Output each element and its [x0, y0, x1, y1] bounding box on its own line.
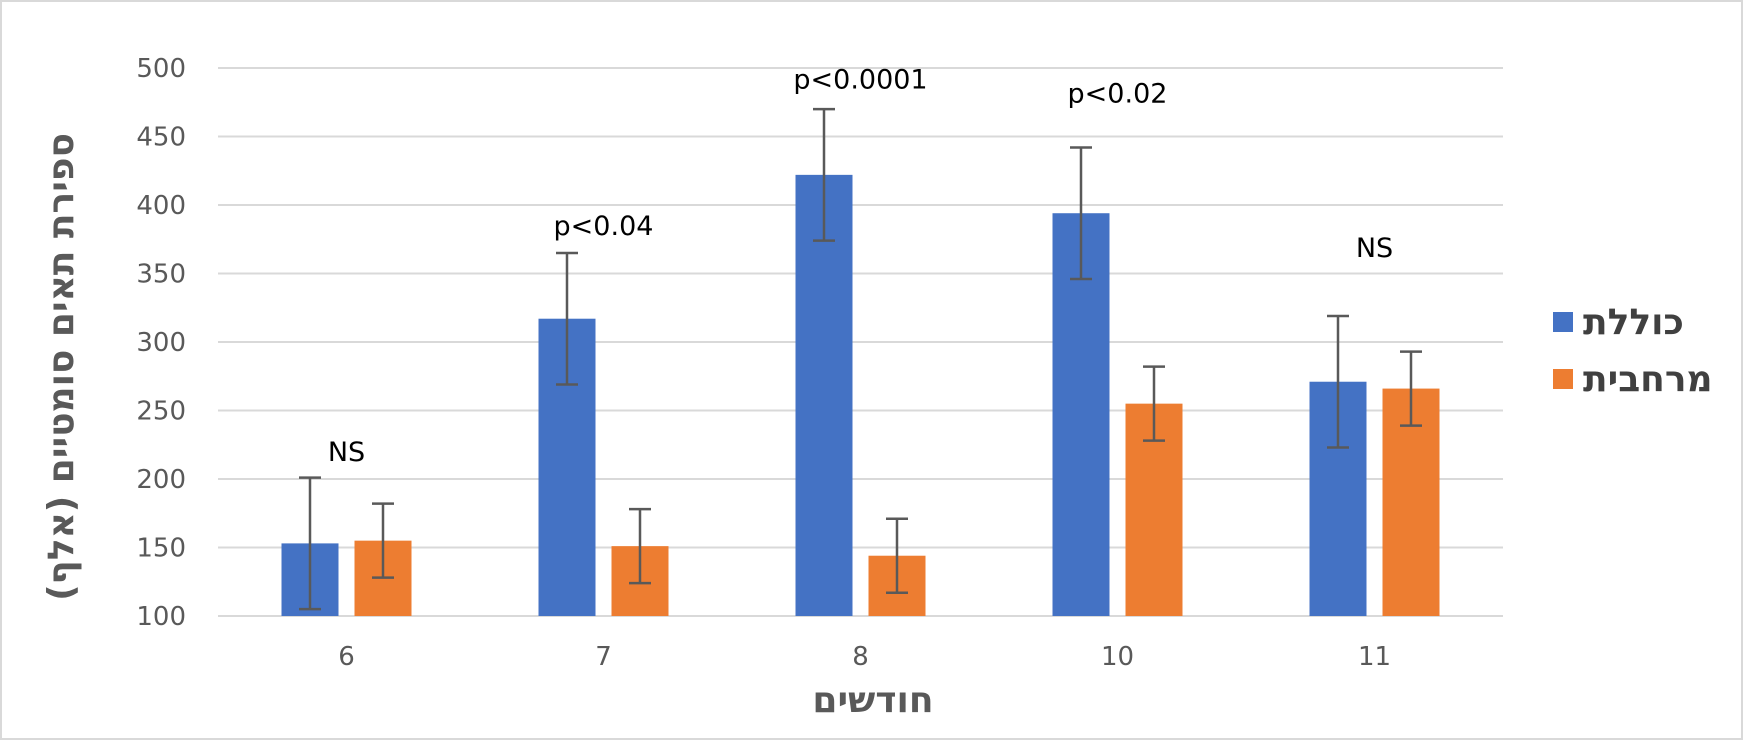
- y-tick-label: 350: [136, 260, 186, 290]
- bar-series-0: [1052, 213, 1110, 616]
- legend: כוללת מרחבית: [1553, 302, 1713, 400]
- error-bars: [299, 107, 1422, 611]
- y-tick-label: 100: [136, 602, 186, 632]
- y-axis-title: ספירת תאים סומטיים (אלף): [41, 133, 82, 601]
- significance-label: p<0.0001: [793, 65, 927, 96]
- x-axis-title: חודשים: [812, 680, 933, 721]
- x-tick-label: 6: [338, 642, 355, 672]
- bars: [281, 174, 1440, 617]
- significance-annotations: NS p<0.04 p<0.0001 p<0.02 NS: [328, 65, 1393, 469]
- y-axis-ticks: 100 150 200 250 300 350 400 450 500: [136, 54, 186, 632]
- x-axis-ticks: 6 7 8 10 11: [338, 642, 1391, 672]
- x-tick-label: 7: [595, 642, 612, 672]
- significance-label: NS: [328, 437, 365, 468]
- y-tick-label: 150: [136, 534, 186, 564]
- y-tick-label: 200: [136, 465, 186, 495]
- y-tick-label: 250: [136, 397, 186, 427]
- legend-label-series-0: כוללת: [1583, 302, 1684, 343]
- y-tick-label: 500: [136, 54, 186, 84]
- significance-label: NS: [1356, 233, 1393, 264]
- y-tick-label: 400: [136, 191, 186, 221]
- x-tick-label: 8: [852, 642, 869, 672]
- bar-series-0: [795, 174, 853, 617]
- legend-swatch-series-0: [1553, 312, 1573, 332]
- significance-label: p<0.02: [1068, 78, 1168, 109]
- x-tick-label: 11: [1358, 642, 1391, 672]
- significance-label: p<0.04: [554, 211, 654, 242]
- legend-label-series-1: מרחבית: [1583, 359, 1713, 400]
- y-tick-label: 300: [136, 328, 186, 358]
- x-tick-label: 10: [1101, 642, 1134, 672]
- y-tick-label: 450: [136, 123, 186, 153]
- gridlines: [218, 67, 1503, 617]
- legend-swatch-series-1: [1553, 369, 1573, 389]
